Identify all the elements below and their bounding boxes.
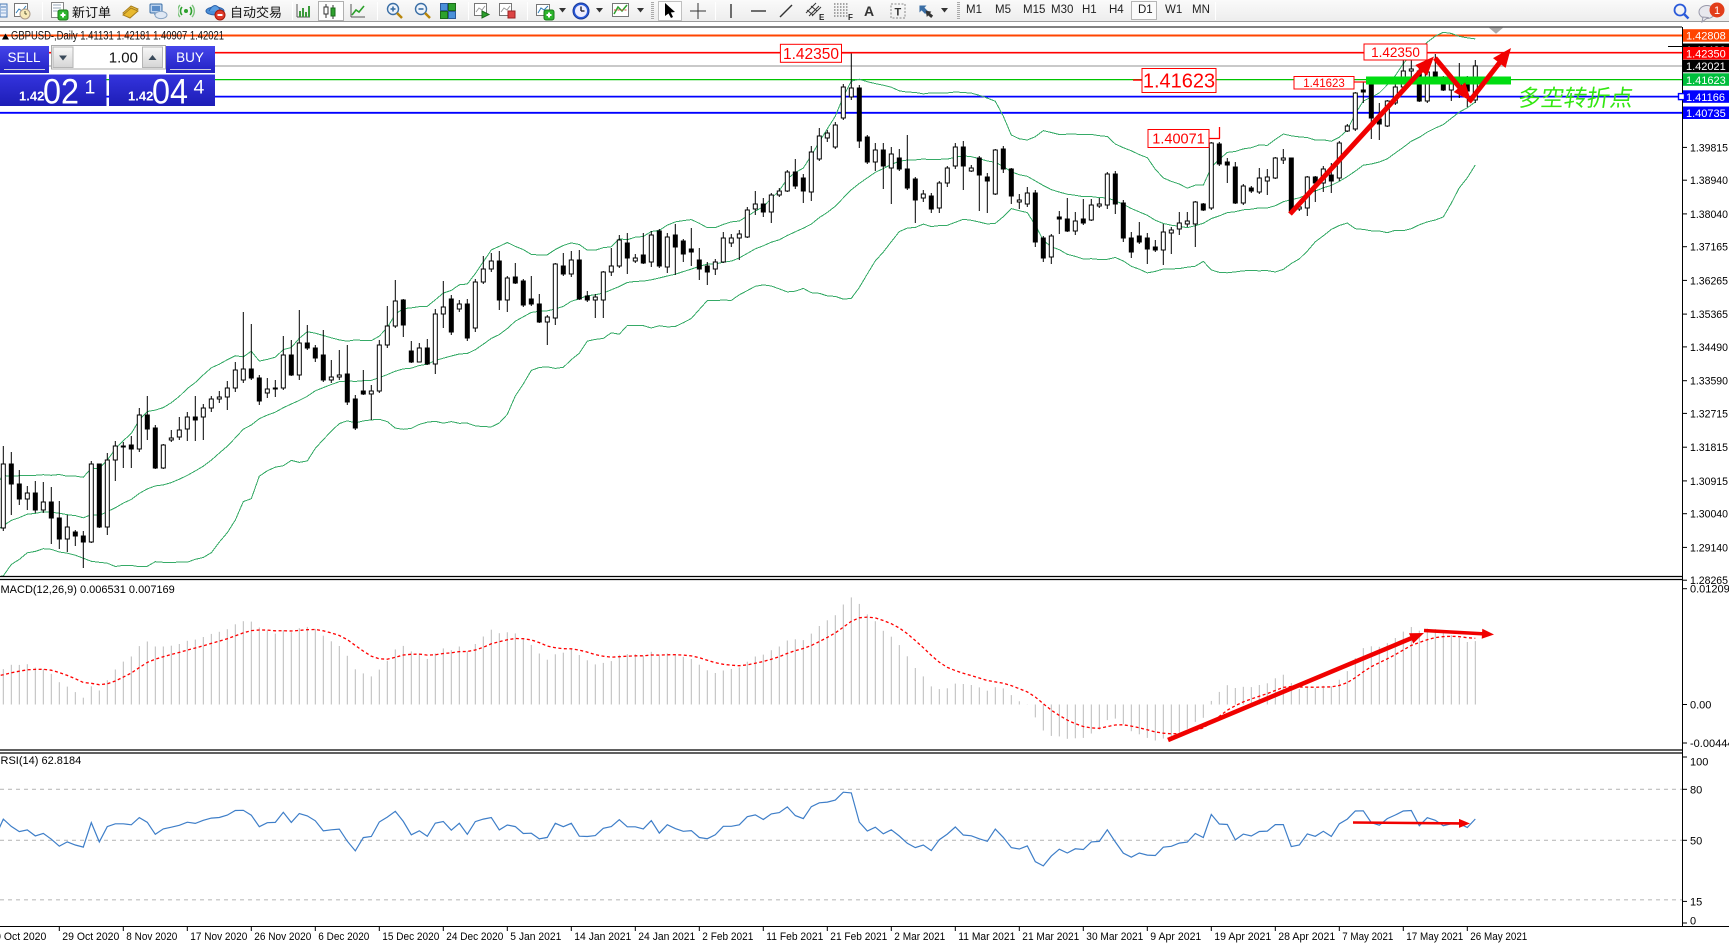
svg-text:5 Jan 2021: 5 Jan 2021 (510, 931, 561, 943)
svg-text:1.32715: 1.32715 (1690, 408, 1728, 420)
svg-text:1.42: 1.42 (128, 89, 153, 104)
svg-text:GBPUSD-,Daily 1.41131 1.42181: GBPUSD-,Daily 1.41131 1.42181 1.40907 1.… (11, 31, 224, 43)
svg-text:8 Nov 2020: 8 Nov 2020 (126, 931, 177, 943)
svg-text:1.37165: 1.37165 (1690, 242, 1728, 254)
svg-text:24 Jan 2021: 24 Jan 2021 (638, 931, 695, 943)
svg-text:17 May 2021: 17 May 2021 (1406, 931, 1463, 943)
svg-text:26 Nov 2020: 26 Nov 2020 (254, 931, 311, 943)
svg-text:50: 50 (1690, 835, 1702, 847)
svg-text:2 Mar 2021: 2 Mar 2021 (894, 931, 945, 943)
svg-text:1.40735: 1.40735 (1686, 108, 1726, 120)
svg-text:20 Oct 2020: 20 Oct 2020 (0, 931, 46, 943)
svg-text:26 May 2021: 26 May 2021 (1470, 931, 1527, 943)
svg-text:11 Feb 2021: 11 Feb 2021 (766, 931, 823, 943)
svg-text:E: E (819, 13, 825, 21)
svg-text:2 Feb 2021: 2 Feb 2021 (702, 931, 753, 943)
svg-text:11 Mar 2021: 11 Mar 2021 (958, 931, 1015, 943)
svg-text:1.38040: 1.38040 (1690, 209, 1728, 221)
svg-text:1: 1 (1714, 5, 1720, 17)
svg-text:04: 04 (152, 73, 188, 112)
svg-text:1.41623: 1.41623 (1686, 75, 1726, 87)
svg-text:7 May 2021: 7 May 2021 (1342, 931, 1393, 943)
svg-text:9 Apr 2021: 9 Apr 2021 (1150, 931, 1201, 943)
svg-text:1.39815: 1.39815 (1690, 142, 1728, 154)
svg-text:1: 1 (85, 77, 96, 99)
svg-text:T: T (895, 7, 902, 19)
svg-text:0: 0 (1690, 916, 1696, 928)
svg-text:-0.004446: -0.004446 (1690, 738, 1729, 750)
svg-text:1.38940: 1.38940 (1690, 175, 1728, 187)
svg-text:1.42021: 1.42021 (1686, 61, 1726, 73)
svg-text:17 Nov 2020: 17 Nov 2020 (190, 931, 247, 943)
svg-text:1.35365: 1.35365 (1690, 309, 1728, 321)
svg-text:02: 02 (43, 73, 79, 112)
svg-text:24 Dec 2020: 24 Dec 2020 (446, 931, 503, 943)
svg-text:1.30040: 1.30040 (1690, 509, 1728, 521)
svg-text:MACD(12,26,9) 0.006531 0.00716: MACD(12,26,9) 0.006531 0.007169 (1, 584, 175, 596)
svg-text:1.42808: 1.42808 (1686, 31, 1726, 43)
svg-text:1.41623: 1.41623 (1143, 71, 1215, 93)
svg-text:29 Oct 2020: 29 Oct 2020 (62, 931, 119, 943)
svg-text:21 Feb 2021: 21 Feb 2021 (830, 931, 887, 943)
svg-text:0.01209: 0.01209 (1690, 584, 1729, 596)
svg-text:1.33590: 1.33590 (1690, 376, 1728, 388)
svg-text:SELL: SELL (7, 50, 41, 65)
svg-text:1.31815: 1.31815 (1690, 442, 1728, 454)
svg-text:1.41623: 1.41623 (1303, 78, 1345, 90)
svg-text:RSI(14) 62.8184: RSI(14) 62.8184 (1, 755, 82, 767)
svg-text:4: 4 (194, 77, 205, 99)
svg-text:0.00: 0.00 (1690, 700, 1711, 712)
svg-text:19 Apr 2021: 19 Apr 2021 (1214, 931, 1271, 943)
svg-text:BUY: BUY (176, 50, 204, 65)
svg-text:30 Mar 2021: 30 Mar 2021 (1086, 931, 1143, 943)
svg-text:1.40071: 1.40071 (1152, 132, 1204, 148)
svg-text:F: F (848, 13, 853, 21)
svg-text:14 Jan 2021: 14 Jan 2021 (574, 931, 631, 943)
svg-text:1.28265: 1.28265 (1690, 575, 1728, 587)
svg-text:1.41166: 1.41166 (1686, 92, 1725, 104)
svg-text:80: 80 (1690, 784, 1702, 796)
svg-text:1.34490: 1.34490 (1690, 342, 1728, 354)
svg-text:100: 100 (1690, 756, 1708, 768)
svg-text:28 Apr 2021: 28 Apr 2021 (1278, 931, 1335, 943)
svg-text:1.00: 1.00 (109, 50, 138, 67)
svg-text:1.29140: 1.29140 (1690, 542, 1728, 554)
svg-text:1.42: 1.42 (19, 89, 44, 104)
svg-text:21 Mar 2021: 21 Mar 2021 (1022, 931, 1079, 943)
svg-text:1.42350: 1.42350 (783, 46, 839, 63)
svg-text:6 Dec 2020: 6 Dec 2020 (318, 931, 369, 943)
svg-text:1.42350: 1.42350 (1371, 45, 1420, 60)
svg-text:1.42350: 1.42350 (1686, 49, 1726, 61)
svg-text:15: 15 (1690, 896, 1702, 908)
svg-text:1.30915: 1.30915 (1690, 476, 1728, 488)
svg-text:1.36265: 1.36265 (1690, 275, 1728, 287)
svg-text:15 Dec 2020: 15 Dec 2020 (382, 931, 439, 943)
